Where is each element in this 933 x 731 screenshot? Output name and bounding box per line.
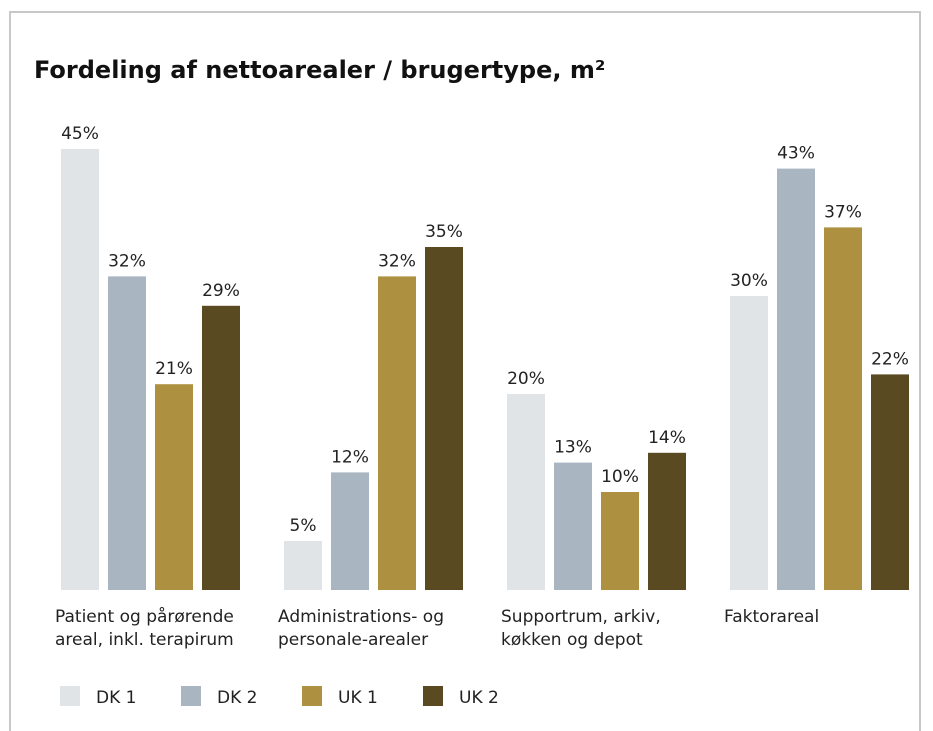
legend-label: UK 2: [459, 688, 499, 708]
legend-swatch: [181, 686, 201, 706]
bar: [425, 247, 463, 590]
value-label: 10%: [601, 467, 639, 487]
x-tick-label: Patient og pårørende: [55, 606, 234, 627]
bar: [730, 296, 768, 590]
value-label: 5%: [290, 516, 317, 536]
x-tick-label: Faktorareal: [724, 607, 819, 627]
x-tick-label: Supportrum, arkiv,: [501, 607, 661, 627]
legend-label: DK 2: [217, 688, 257, 708]
value-label: 13%: [554, 438, 592, 458]
bar: [155, 384, 193, 590]
x-tick-label: Administrations- og: [278, 607, 444, 627]
value-label: 14%: [648, 428, 686, 448]
bar: [331, 472, 369, 590]
value-label: 35%: [425, 222, 463, 242]
value-label: 29%: [202, 281, 240, 301]
x-tick-label: areal, inkl. terapirum: [55, 630, 234, 650]
bar: [648, 452, 686, 590]
value-label: 21%: [155, 359, 193, 379]
bar: [871, 374, 909, 590]
x-tick-label: personale-arealer: [278, 630, 428, 650]
legend-swatch: [302, 686, 322, 706]
bar: [777, 168, 815, 590]
bar: [554, 462, 592, 590]
value-label: 43%: [777, 144, 815, 164]
bar: [601, 492, 639, 590]
bar: [108, 276, 146, 590]
legend-label: DK 1: [96, 688, 136, 708]
bar: [61, 149, 99, 590]
value-label: 32%: [378, 251, 416, 271]
value-label: 32%: [108, 251, 146, 271]
frame: [9, 11, 921, 731]
bar: [507, 394, 545, 590]
legend-swatch: [60, 686, 80, 706]
bar: [202, 305, 240, 590]
value-label: 22%: [871, 349, 909, 369]
legend-label: UK 1: [338, 688, 378, 708]
legend-swatch: [423, 686, 443, 706]
bar: [378, 276, 416, 590]
chart-title: Fordeling af nettoarealer / brugertype, …: [34, 56, 605, 84]
bar: [824, 227, 862, 590]
value-label: 37%: [824, 202, 862, 222]
value-label: 45%: [61, 124, 99, 144]
value-label: 20%: [507, 369, 545, 389]
value-label: 12%: [331, 447, 369, 467]
x-tick-label: køkken og depot: [501, 630, 643, 650]
bar: [284, 541, 322, 590]
value-label: 30%: [730, 271, 768, 291]
